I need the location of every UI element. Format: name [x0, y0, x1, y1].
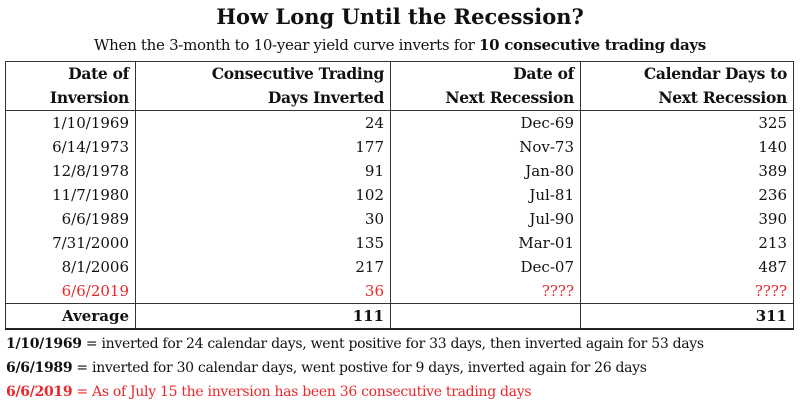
- header-calendar-days: Calendar Days to: [580, 61, 794, 86]
- footnote: 6/6/2019 = As of July 15 the inversion h…: [6, 380, 704, 404]
- subtitle-bold: 10 consecutive trading days: [479, 36, 706, 54]
- cell-next-recession: Mar-01: [390, 231, 581, 255]
- cell-next-recession: Jan-80: [390, 159, 581, 183]
- header-calendar-days-2: Next Recession: [580, 86, 794, 111]
- cell-date-of-inversion: 1/10/1969: [5, 110, 136, 135]
- cell-next-recession: Jul-81: [390, 183, 581, 207]
- table-row: 6/6/2019 36????????: [5, 279, 794, 304]
- subtitle: When the 3-month to 10-year yield curve …: [0, 36, 800, 54]
- header-consecutive-days: Consecutive Trading: [135, 61, 391, 86]
- footnote-text: = inverted for 24 calendar days, went po…: [81, 336, 704, 352]
- page-title: How Long Until the Recession?: [216, 4, 584, 29]
- average-row: Average 111 311: [5, 303, 794, 330]
- recession-table: Date of Consecutive Trading Date of Cale…: [5, 61, 794, 330]
- subtitle-text: When the 3-month to 10-year yield curve …: [94, 36, 480, 54]
- table-row: 6/14/1973 177 Nov-73 140: [5, 135, 794, 159]
- cell-consecutive-days: 217: [135, 255, 391, 279]
- header-date-inversion-2: Inversion: [5, 86, 136, 111]
- cell-next-recession: Jul-90: [390, 207, 581, 231]
- cell-consecutive-days: 24: [135, 110, 391, 135]
- cell-calendar-days: 325: [580, 110, 794, 135]
- table-row: 12/8/1978 91 Jan-80 389: [5, 159, 794, 183]
- cell-calendar-days: 213: [580, 231, 794, 255]
- cell-date-of-inversion: 8/1/2006: [5, 255, 136, 279]
- footnotes: 1/10/1969 = inverted for 24 calendar day…: [6, 332, 704, 404]
- footnote-date: 6/6/1989: [6, 360, 73, 376]
- cell-next-recession: Nov-73: [390, 135, 581, 159]
- footnote-text: = As of July 15 the inversion has been 3…: [72, 384, 532, 400]
- cell-date-of-inversion: 11/7/1980: [5, 183, 136, 207]
- header-consecutive-days-2: Days Inverted: [135, 86, 391, 111]
- average-date-of-inversion: Average: [5, 303, 136, 330]
- cell-consecutive-days: 102: [135, 183, 391, 207]
- header-date-inversion: Date of: [5, 61, 136, 86]
- cell-calendar-days: 390: [580, 207, 794, 231]
- cell-calendar-days: 389: [580, 159, 794, 183]
- average-next-recession: [390, 303, 581, 330]
- cell-calendar-days: 236: [580, 183, 794, 207]
- cell-date-of-inversion: 7/31/2000: [5, 231, 136, 255]
- cell-consecutive-days: 177: [135, 135, 391, 159]
- cell-next-recession: Dec-69: [390, 110, 581, 135]
- footnote-date: 1/10/1969: [6, 336, 82, 352]
- average-calendar-days: 311: [580, 303, 794, 330]
- cell-date-of-inversion: 6/14/1973: [5, 135, 136, 159]
- cell-consecutive-days: 91: [135, 159, 391, 183]
- cell-date-of-inversion: 6/6/1989: [5, 207, 136, 231]
- footnote: 6/6/1989 = inverted for 30 calendar days…: [6, 356, 704, 380]
- cell-calendar-days: 487: [580, 255, 794, 279]
- cell-consecutive-days: 30: [135, 207, 391, 231]
- footnote: 1/10/1969 = inverted for 24 calendar day…: [6, 332, 704, 356]
- cell-calendar-days: ????: [580, 279, 794, 304]
- cell-calendar-days: 140: [580, 135, 794, 159]
- table-row: 1/10/1969 24 Dec-69 325: [5, 110, 794, 135]
- average-consecutive-days: 111: [135, 303, 391, 330]
- cell-date-of-inversion: 6/6/2019: [5, 279, 136, 304]
- footnote-date: 6/6/2019: [6, 384, 73, 400]
- cell-next-recession: Dec-07: [390, 255, 581, 279]
- cell-consecutive-days: 36: [135, 279, 391, 304]
- table-row: 7/31/2000 135 Mar-01 213: [5, 231, 794, 255]
- footnote-text: = inverted for 30 calendar days, went po…: [72, 360, 647, 376]
- table-row: 11/7/1980 102 Jul-81 236: [5, 183, 794, 207]
- table-row: 6/6/1989 30 Jul-90 390: [5, 207, 794, 231]
- table-row: 8/1/2006 217 Dec-07 487: [5, 255, 794, 279]
- cell-next-recession: ????: [390, 279, 581, 304]
- cell-consecutive-days: 135: [135, 231, 391, 255]
- header-next-recession: Date of: [390, 61, 581, 86]
- header-next-recession-2: Next Recession: [390, 86, 581, 111]
- cell-date-of-inversion: 12/8/1978: [5, 159, 136, 183]
